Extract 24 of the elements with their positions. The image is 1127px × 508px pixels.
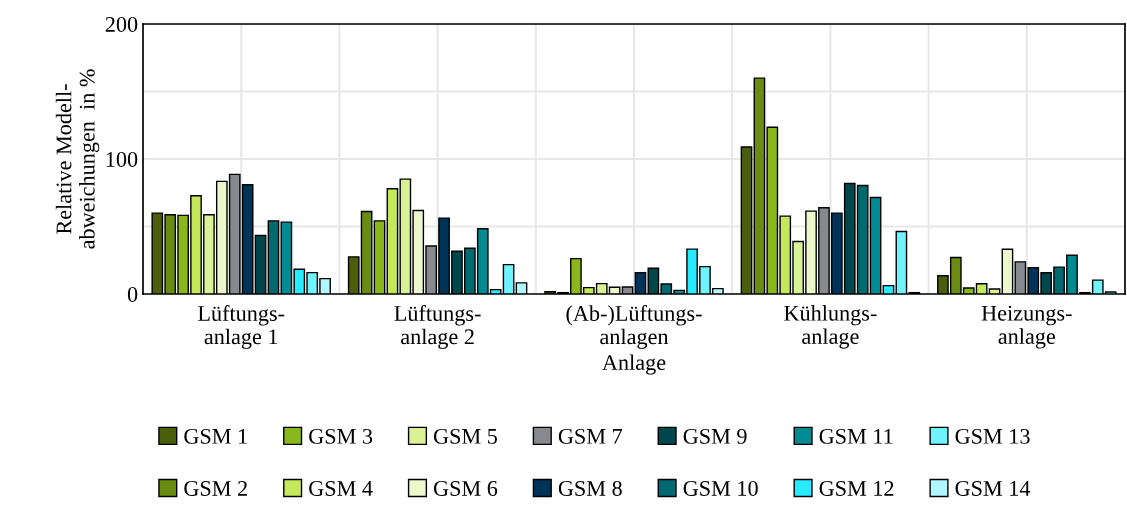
x-tick-label: Lüftungs- anlage 1: [198, 305, 285, 349]
legend-label: GSM 7: [558, 428, 623, 444]
legend-label: GSM 3: [309, 428, 373, 444]
legend-label: GSM 5: [433, 428, 497, 444]
legend-label: GSM 14: [955, 480, 1031, 496]
y-axis-title: Relative Modell- abweichungen in %: [55, 69, 100, 249]
legend-label: GSM 11: [819, 428, 893, 444]
x-tick-label: Kühlungs- anlage: [784, 305, 877, 349]
y-tick-label: 200: [105, 16, 138, 32]
y-tick-label: 0: [127, 286, 138, 302]
legend-label: GSM 12: [819, 480, 894, 496]
legend-label: GSM 4: [309, 480, 373, 496]
x-axis-title: Anlage: [602, 354, 666, 375]
legend-label: GSM 2: [184, 480, 247, 496]
legend-label: GSM 10: [683, 480, 758, 496]
legend-label: GSM 1: [184, 428, 247, 444]
legend-label: GSM 8: [558, 480, 622, 496]
y-tick-label: 100: [106, 151, 138, 167]
legend-label: GSM 13: [955, 428, 1030, 444]
x-tick-label: Heizungs- anlage: [981, 305, 1072, 349]
legend-label: GSM 6: [433, 480, 498, 496]
legend-label: GSM 9: [683, 428, 747, 444]
x-tick-label: Lüftungs- anlage 2: [394, 305, 481, 349]
x-tick-label: (Ab-)Lüftungs- anlagen: [566, 305, 702, 349]
